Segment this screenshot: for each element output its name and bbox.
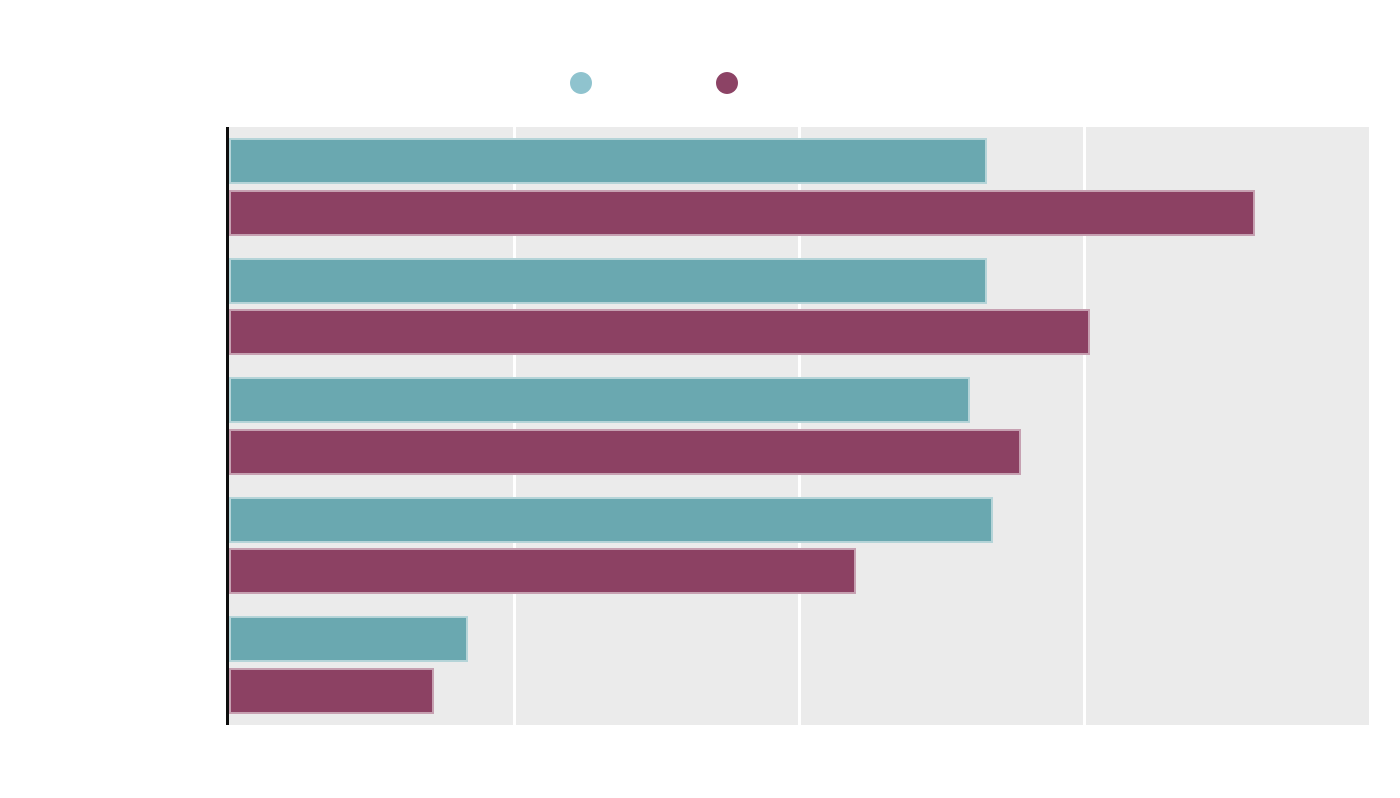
bar-group [229, 247, 1369, 367]
legend-item-series2[interactable] [716, 72, 748, 94]
legend-marker-series2-icon [716, 72, 738, 94]
legend-marker-series1-icon [570, 72, 592, 94]
x-gridline [1082, 127, 1086, 725]
bar-series2[interactable] [229, 667, 435, 714]
bar-group [229, 127, 1369, 247]
legend-item-series1[interactable] [570, 72, 602, 94]
x-gridline [797, 127, 801, 725]
bar-series1[interactable] [229, 257, 988, 304]
bar-series2[interactable] [229, 548, 856, 595]
bar-series1[interactable] [229, 496, 993, 543]
bar-series2[interactable] [229, 428, 1022, 475]
bar-series2[interactable] [229, 189, 1255, 236]
bar-series1[interactable] [229, 377, 970, 424]
bar-group [229, 366, 1369, 486]
plot-area [226, 127, 1369, 725]
bar-series1[interactable] [229, 138, 988, 184]
bar-series1[interactable] [229, 616, 469, 663]
bar-series2[interactable] [229, 309, 1090, 356]
bar-group [229, 486, 1369, 606]
bar-group [229, 605, 1369, 725]
x-gridline [512, 127, 516, 725]
